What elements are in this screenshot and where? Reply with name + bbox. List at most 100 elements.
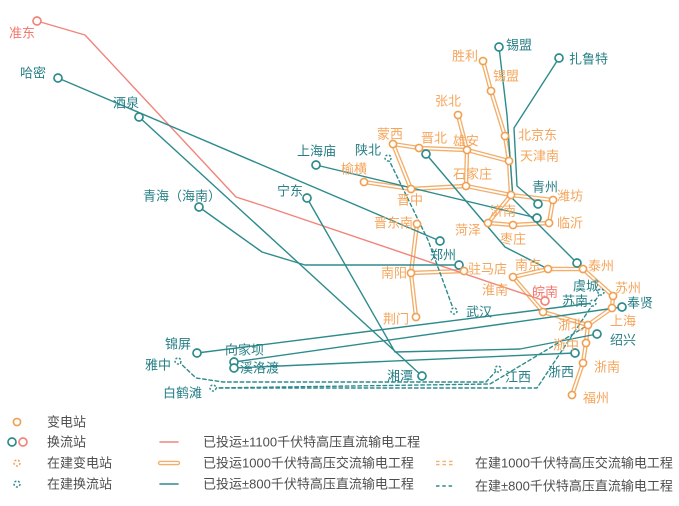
station-fuzhou [567, 390, 577, 400]
station-zhenan [578, 358, 588, 368]
station-nanjing [543, 264, 553, 274]
station-wuhan [450, 307, 458, 315]
station-label-zaozhuang: 枣庄 [500, 232, 526, 247]
station-label-shijiazhuang: 石家庄 [453, 167, 492, 182]
station-fengxian [617, 302, 627, 312]
station-label-fuzhou: 福州 [583, 391, 609, 406]
station-taizhou-dc [572, 258, 582, 268]
station-label-shanghaimiao: 上海庙 [297, 144, 336, 159]
station-label-sunan: 苏南 [562, 294, 588, 309]
legend-label-dc1100-operational: 已投运±1100千伏特高压直流输电工程 [203, 435, 420, 450]
station-tianjinnan [504, 156, 514, 166]
station-jiuquan [134, 112, 144, 122]
zhalute-qingzhou-dc [513, 57, 560, 205]
yazhong-jiangxi-dc-uc [177, 360, 499, 383]
station-label-yuheng: 榆横 [341, 162, 367, 177]
station-label-jinzhong: 晋中 [397, 193, 423, 208]
station-jiangxi [494, 365, 502, 373]
legend-label-converter: 换流站 [47, 435, 86, 450]
station-label-jinping: 锦屏 [165, 337, 191, 352]
station-shijiazhuang [461, 181, 471, 191]
station-xiluodu [229, 363, 239, 373]
station-zhangbei [453, 110, 463, 120]
station-jinzhong [406, 184, 416, 194]
station-linyi-ac [544, 218, 554, 228]
station-jinan [506, 190, 516, 200]
station-label-huainan: 淮南 [482, 283, 508, 298]
station-label-zhenan: 浙南 [594, 360, 620, 375]
station-label-ximeng-dc: 锡盟 [506, 38, 532, 53]
qinghai-zhumadian-dc [198, 206, 460, 266]
station-yazhong [174, 357, 182, 365]
station-label-xiongan: 雄安 [453, 134, 479, 149]
station-qingzhou [533, 199, 543, 209]
station-sunan [589, 299, 597, 307]
jinan-weifang-ac-inner [510, 194, 554, 201]
jinbei-nanjing-dc [425, 153, 549, 270]
east-china-ring-ac-inner [512, 268, 614, 326]
station-shaoxing [592, 329, 602, 339]
station-label-jindongnan: 晋东南 [374, 216, 413, 231]
station-mengxi [388, 139, 398, 149]
jinping-sunan-dc [196, 302, 594, 354]
station-xiongan [462, 145, 472, 155]
zhebei-fuzhou-ac-inner [571, 324, 589, 396]
mengxi-jinzhong-ac-inner [392, 143, 412, 190]
station-suzhou [608, 291, 618, 301]
legend-marker-converter-teal [7, 437, 17, 447]
station-shanghai [607, 303, 617, 313]
jinzhong-shijiazhuang-ac-inner [410, 185, 467, 190]
station-label-jiangxi: 江西 [505, 370, 531, 385]
station-label-jinan: 济南 [490, 204, 516, 219]
station-baihetan [209, 384, 217, 392]
baihetan-yucheng-dc-uc [212, 291, 602, 389]
station-label-jinbei: 晋北 [421, 131, 447, 146]
station-label-zhengzhou: 郑州 [430, 248, 456, 263]
legend-marker-substation [12, 417, 22, 427]
station-label-ningdong: 宁东 [277, 184, 303, 199]
station-label-shanghai: 上海 [610, 314, 636, 329]
station-hami [53, 73, 63, 83]
station-zhengzhou [435, 236, 445, 246]
station-label-qingzhou: 青州 [532, 180, 558, 195]
station-label-tianjinnan: 天津南 [520, 149, 559, 164]
station-linyi-dc [532, 213, 542, 223]
station-label-fengxian: 奉贤 [627, 296, 653, 311]
zhundong-wannan-dc1100 [36, 20, 546, 302]
legend-label-ac1000-construction: 在建1000千伏特高压交流输电工程 [475, 456, 673, 471]
station-label-wannan: 皖南 [532, 285, 558, 300]
station-jinping [192, 348, 202, 358]
zhangbei-xiongan-ac-inner [457, 114, 468, 151]
station-taizhou-ac [578, 264, 588, 274]
station-huainan [508, 272, 518, 282]
station-zhexi [570, 348, 580, 358]
station-label-zhundong: 准东 [9, 26, 35, 41]
station-weifang [548, 195, 558, 205]
station-zhumadian-ac [459, 266, 469, 276]
station-zhundong [32, 16, 42, 26]
station-shanghaimiao [311, 160, 321, 170]
station-shanbei [384, 154, 392, 162]
station-zhalute [554, 53, 564, 63]
station-label-xiangtan: 湘潭 [387, 369, 413, 384]
station-zhebei [583, 320, 593, 330]
hami-zhengzhou-dc [57, 77, 441, 242]
station-ximeng-ac [486, 86, 496, 96]
station-label-shanbei: 陕北 [355, 143, 381, 158]
station-label-beijingdong: 北京东 [518, 128, 557, 143]
legend-label-substation: 变电站 [47, 415, 86, 430]
station-wannan-ac [538, 307, 548, 317]
legend-label-converter-uc: 在建换流站 [47, 477, 112, 492]
station-zhezhong [581, 338, 591, 348]
baihetan-zhebei-dc-uc [212, 324, 589, 389]
station-label-nanjing: 南京 [515, 258, 541, 273]
station-label-jingmen: 荆门 [383, 312, 409, 327]
xiongan-shijiazhuang-ac-inner [465, 149, 468, 187]
mengxi-tianjinnan-ac-inner [392, 143, 510, 162]
station-zaozhuang [508, 220, 518, 230]
station-label-yazhong: 雅中 [145, 358, 171, 373]
station-label-zhezhong: 浙中 [553, 338, 579, 353]
xiluodu-zhexi-dc [233, 352, 576, 369]
